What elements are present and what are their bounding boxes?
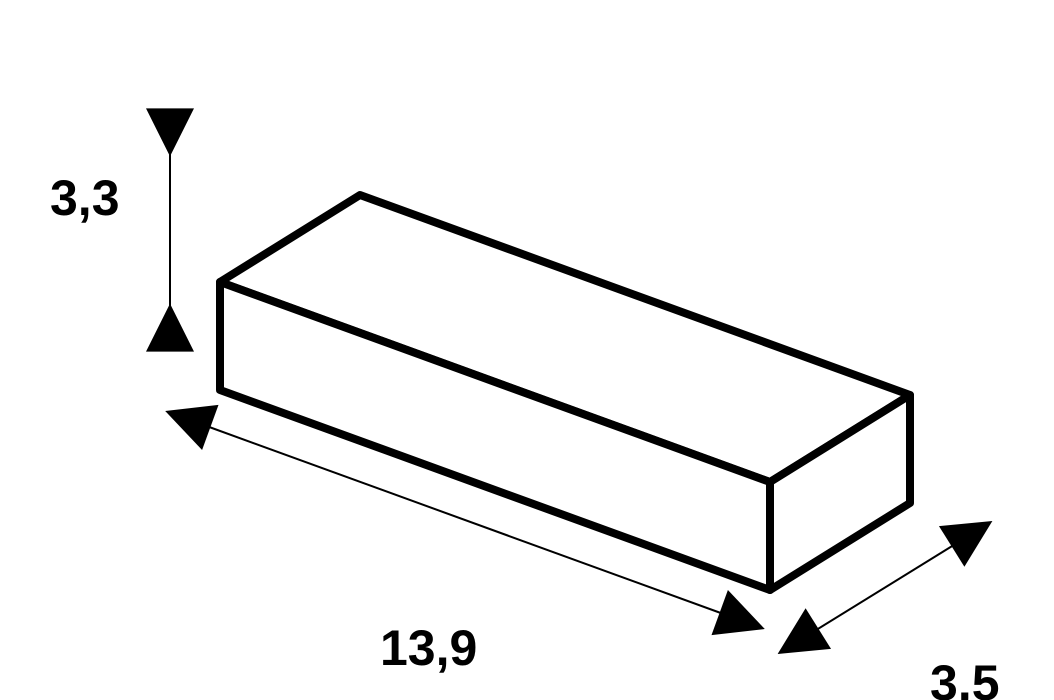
dimension-height-label: 3,3 (50, 170, 120, 226)
box-3d (220, 195, 910, 590)
dimension-length-label: 13,9 (380, 620, 477, 676)
dimension-width-arrow-start (778, 608, 831, 654)
dimension-width-arrow-end (939, 521, 992, 567)
dimension-height-arrow-top (146, 108, 194, 156)
dimension-height-arrow-bottom (146, 304, 194, 352)
dimension-height: 3,3 (50, 108, 194, 351)
dimension-width-label: 3,5 (930, 655, 1000, 700)
